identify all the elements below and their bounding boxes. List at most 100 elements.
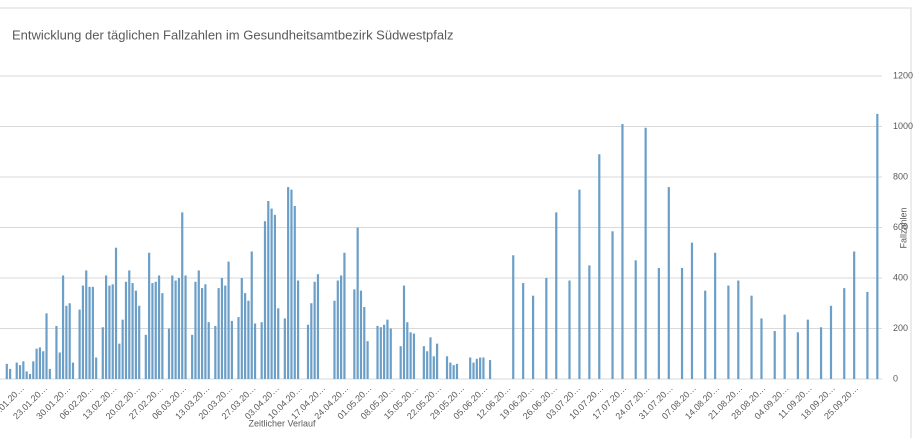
bar — [588, 265, 591, 379]
y-tick-label: 600 — [893, 222, 908, 232]
bar — [25, 371, 28, 379]
bar — [171, 275, 174, 379]
bar — [876, 113, 879, 379]
bar — [555, 212, 558, 379]
bar — [310, 303, 313, 379]
bar — [293, 206, 296, 379]
bar — [657, 267, 660, 379]
bar — [455, 363, 459, 379]
bar — [422, 346, 425, 379]
bar — [306, 324, 310, 379]
bar — [531, 295, 535, 379]
bar — [714, 252, 717, 379]
chart-title: Entwicklung der täglichen Fallzahlen im … — [12, 27, 454, 42]
bar — [217, 288, 220, 379]
bar — [111, 284, 114, 379]
bar — [270, 208, 273, 379]
bar — [138, 305, 141, 379]
bar — [445, 356, 449, 379]
bar — [197, 270, 200, 379]
bar — [727, 285, 730, 379]
bar — [177, 278, 181, 379]
y-tick-label: 1200 — [893, 70, 913, 80]
bar — [359, 290, 363, 379]
bar — [287, 187, 290, 379]
bar — [578, 189, 581, 379]
bar — [273, 214, 277, 379]
bar — [121, 319, 124, 379]
bar — [85, 270, 88, 379]
bar — [336, 280, 339, 379]
bar — [690, 242, 694, 379]
bar — [214, 325, 217, 379]
bar — [154, 281, 157, 379]
bar — [240, 278, 243, 379]
bar — [634, 260, 637, 379]
bar — [568, 280, 571, 379]
bar — [316, 274, 320, 379]
bar — [58, 352, 61, 379]
bar — [71, 362, 75, 379]
bar — [644, 127, 647, 379]
bar — [81, 285, 85, 379]
bar — [95, 357, 98, 379]
bar — [128, 270, 131, 379]
bar — [680, 267, 684, 379]
bar — [253, 323, 257, 379]
bar — [38, 347, 41, 379]
bar — [363, 307, 366, 379]
bar — [379, 327, 382, 379]
bar — [452, 365, 455, 379]
bar — [482, 357, 485, 379]
bar — [5, 363, 8, 379]
bar — [151, 283, 154, 379]
bar — [55, 325, 58, 379]
bar — [28, 373, 32, 379]
bar — [237, 317, 240, 379]
bar — [343, 252, 346, 379]
bar — [15, 362, 18, 379]
bar — [108, 285, 111, 379]
bar — [267, 200, 270, 379]
bar — [263, 221, 267, 379]
bar — [157, 275, 161, 379]
bar — [247, 300, 250, 379]
bar — [773, 331, 776, 379]
bar — [402, 285, 406, 379]
bar — [148, 252, 151, 379]
bar — [386, 319, 389, 379]
bar — [598, 154, 601, 379]
bar — [144, 334, 147, 379]
bar — [313, 281, 316, 379]
bar — [819, 327, 823, 379]
bar — [436, 343, 439, 379]
bar — [224, 285, 227, 379]
bar — [105, 275, 108, 379]
bar — [412, 333, 416, 379]
bar — [866, 291, 869, 379]
bar — [204, 284, 207, 379]
bar — [68, 303, 71, 379]
bar — [227, 261, 230, 379]
bar — [796, 332, 799, 379]
bar — [9, 368, 12, 379]
bar — [667, 187, 670, 379]
y-axis-title: Fallzahlen — [898, 207, 908, 248]
bar — [704, 290, 707, 379]
bar — [220, 278, 224, 379]
bar — [260, 322, 263, 379]
bar — [829, 305, 833, 379]
bar — [750, 295, 753, 379]
bar — [194, 281, 197, 379]
bar — [101, 327, 104, 379]
y-tick-label: 0 — [893, 373, 898, 383]
bar — [737, 280, 740, 379]
bar — [161, 293, 164, 379]
bar — [376, 325, 379, 379]
bar — [174, 280, 177, 379]
bar — [353, 289, 356, 379]
bar — [432, 356, 435, 379]
bar — [806, 319, 809, 379]
bar — [522, 283, 525, 379]
bar — [91, 286, 94, 379]
